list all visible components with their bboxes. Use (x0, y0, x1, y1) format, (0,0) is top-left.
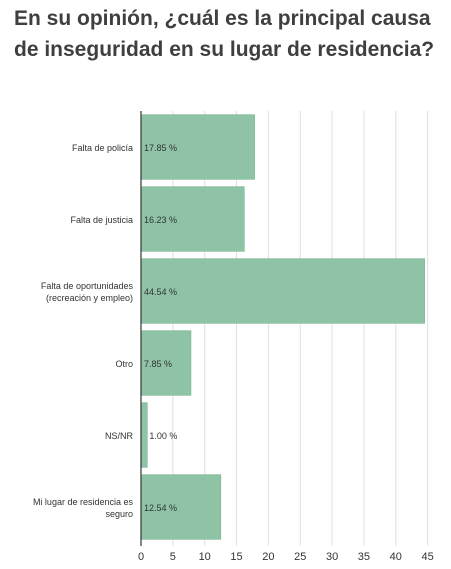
bar (140, 474, 222, 540)
category-label: seguro (105, 509, 133, 519)
category-label: Falta de policía (72, 143, 133, 153)
category-label: Mi lugar de residencia es (33, 497, 134, 507)
chart-title: En su opinión, ¿cuál es la principal cau… (14, 7, 435, 61)
x-tick-label: 30 (326, 551, 338, 563)
bar (140, 258, 425, 324)
x-tick-label: 20 (262, 551, 274, 563)
x-tick-label: 15 (230, 551, 242, 563)
bar (140, 114, 255, 180)
bar-value-label: 17.85 % (144, 143, 177, 153)
x-tick-label: 40 (390, 551, 402, 563)
x-tick-label: 10 (199, 551, 211, 563)
bar-value-label: 12.54 % (144, 503, 177, 513)
bar-value-label: 1.00 % (149, 431, 177, 441)
gridlines (172, 111, 429, 546)
bar (140, 402, 148, 468)
bar-value-label: 7.85 % (144, 359, 172, 369)
x-tick-label: 5 (170, 551, 176, 563)
x-tick-label: 25 (294, 551, 306, 563)
category-label: NS/NR (105, 431, 134, 441)
bar-value-label: 44.54 % (144, 287, 177, 297)
category-label: Falta de justicia (70, 215, 133, 225)
category-label: Falta de oportunidades (41, 281, 134, 291)
bars: 17.85 % 16.23 % 44.54 % 7.85 % 1.00 % 12.54 % (140, 114, 425, 540)
bar-value-label: 16.23 % (144, 215, 177, 225)
bar (140, 330, 192, 396)
bar (140, 186, 245, 252)
x-tick-label: 45 (422, 551, 434, 563)
x-tick-label: 35 (358, 551, 370, 563)
category-label: (recreación y empleo) (46, 293, 133, 303)
category-label: Otro (115, 359, 133, 369)
axes: 0 5 10 15 20 25 30 35 40 45 Falta de policía Falta … (33, 111, 434, 563)
x-tick-label: 0 (138, 551, 144, 563)
